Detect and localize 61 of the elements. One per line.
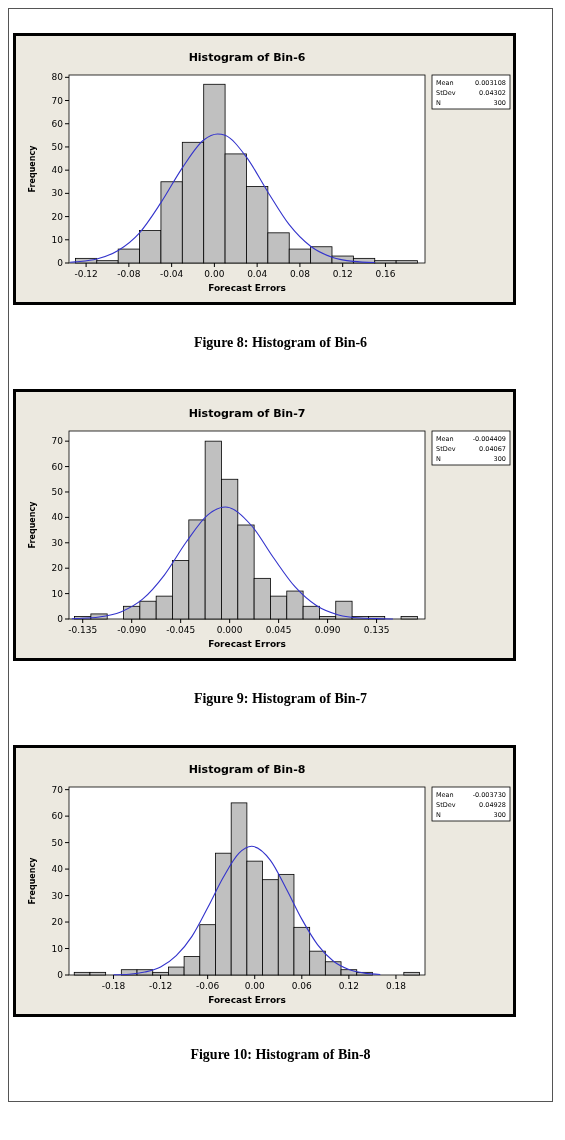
- x-tick-label: 0.08: [289, 269, 311, 279]
- y-tick-label: 20: [51, 563, 64, 574]
- caption: Figure 10: Histogram of Bin-8: [189, 1046, 372, 1064]
- x-tick-label: -0.135: [68, 625, 98, 635]
- y-tick-label: 50: [51, 141, 64, 152]
- chart-title: Histogram of Bin-6: [188, 51, 306, 64]
- y-tick-label: 40: [51, 165, 64, 176]
- x-axis-title: Forecast Errors: [208, 283, 286, 293]
- caption: Figure 8: Histogram of Bin-6: [192, 334, 369, 352]
- x-tick-label: 0.04: [247, 269, 268, 279]
- x-tick-label: -0.12: [148, 981, 173, 991]
- x-tick-label: 0.12: [338, 981, 359, 991]
- y-tick-label: 10: [51, 588, 64, 599]
- x-tick-label: -0.045: [166, 625, 196, 635]
- x-tick-label: 0.18: [385, 981, 407, 991]
- x-tick-label: 0.135: [363, 625, 390, 635]
- x-tick-label: 0.000: [216, 625, 243, 635]
- chart-title: Histogram of Bin-7: [188, 407, 306, 420]
- chart-title: Histogram of Bin-8: [188, 763, 306, 776]
- y-axis-title: Frequency: [28, 856, 37, 905]
- y-tick-label: 30: [51, 188, 64, 199]
- y-axis-title: Frequency: [28, 500, 37, 549]
- y-tick-label: 0: [57, 614, 64, 624]
- x-tick-label: -0.08: [117, 269, 141, 279]
- x-tick-label: 0.045: [265, 625, 292, 635]
- y-tick-label: 10: [51, 234, 64, 245]
- x-axis-title: Forecast Errors: [208, 639, 286, 649]
- x-axis-title: Forecast Errors: [208, 995, 286, 1005]
- x-tick-label: 0.090: [314, 625, 341, 635]
- y-tick-label: 60: [51, 461, 64, 472]
- y-axis-title: Frequency: [28, 144, 37, 193]
- y-tick-label: 0: [57, 258, 64, 268]
- x-tick-label: -0.090: [117, 625, 147, 635]
- x-tick-label: 0.00: [244, 981, 266, 991]
- x-tick-label: -0.06: [196, 981, 220, 991]
- y-tick-label: 70: [51, 95, 64, 106]
- y-tick-label: 30: [51, 890, 64, 901]
- x-tick-label: -0.04: [159, 269, 184, 279]
- y-tick-label: 20: [51, 917, 64, 928]
- y-tick-label: 50: [51, 486, 64, 497]
- y-tick-label: 50: [51, 837, 64, 848]
- x-tick-label: 0.06: [291, 981, 313, 991]
- y-tick-label: 40: [51, 864, 64, 875]
- x-tick-label: 0.12: [332, 269, 353, 279]
- y-tick-label: 60: [51, 118, 64, 129]
- x-tick-label: 0.16: [375, 269, 396, 279]
- y-tick-label: 0: [57, 970, 64, 980]
- y-tick-label: 40: [51, 512, 64, 523]
- line-series: [71, 506, 394, 620]
- x-tick-label: -0.12: [74, 269, 98, 279]
- line-series: [112, 845, 381, 976]
- y-tick-label: 60: [51, 811, 64, 822]
- x-tick-label: -0.18: [101, 981, 126, 991]
- y-tick-label: 70: [51, 784, 64, 795]
- y-tick-label: 10: [51, 943, 64, 954]
- y-tick-label: 20: [51, 211, 64, 222]
- y-tick-label: 80: [51, 72, 64, 83]
- caption: Figure 9: Histogram of Bin-7: [192, 690, 369, 708]
- y-tick-label: 70: [51, 436, 64, 447]
- y-tick-label: 30: [51, 537, 64, 548]
- x-tick-label: 0.00: [204, 269, 225, 279]
